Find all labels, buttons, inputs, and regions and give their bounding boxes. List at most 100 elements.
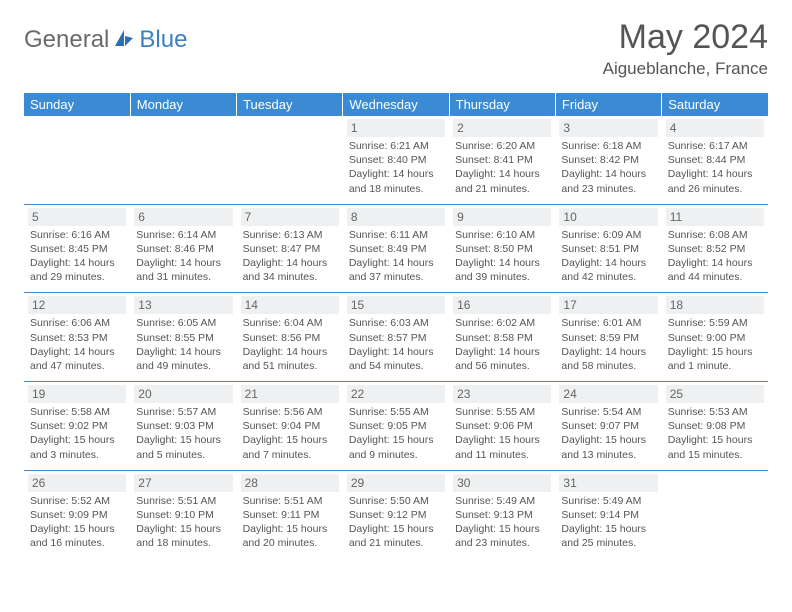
day-details: Sunrise: 5:49 AMSunset: 9:13 PMDaylight:… bbox=[453, 494, 551, 551]
day-details: Sunrise: 6:03 AMSunset: 8:57 PMDaylight:… bbox=[347, 316, 445, 373]
calendar-cell: 8 Sunrise: 6:11 AMSunset: 8:49 PMDaylight… bbox=[343, 204, 449, 293]
day-details: Sunrise: 6:09 AMSunset: 8:51 PMDaylight:… bbox=[559, 228, 657, 285]
day-details: Sunrise: 6:18 AMSunset: 8:42 PMDaylight:… bbox=[559, 139, 657, 196]
day-number: 13 bbox=[134, 296, 232, 314]
brand-part1: General bbox=[24, 26, 109, 54]
calendar-cell: 7 Sunrise: 6:13 AMSunset: 8:47 PMDaylight… bbox=[237, 204, 343, 293]
calendar-cell: 11 Sunrise: 6:08 AMSunset: 8:52 PMDayligh… bbox=[662, 204, 768, 293]
brand-part2: Blue bbox=[139, 26, 187, 54]
calendar-cell: 10 Sunrise: 6:09 AMSunset: 8:51 PMDayligh… bbox=[555, 204, 661, 293]
day-details: Sunrise: 6:08 AMSunset: 8:52 PMDaylight:… bbox=[666, 228, 764, 285]
calendar-cell bbox=[130, 116, 236, 204]
page-header: General Blue May 2024 Aigueblanche, Fran… bbox=[24, 18, 768, 87]
day-number: 29 bbox=[347, 474, 445, 492]
calendar-cell: 24Sunrise: 5:54 AMSunset: 9:07 PMDayligh… bbox=[555, 382, 661, 471]
day-header: Friday bbox=[555, 93, 661, 116]
day-number: 27 bbox=[134, 474, 232, 492]
day-details: Sunrise: 5:49 AMSunset: 9:14 PMDaylight:… bbox=[559, 494, 657, 551]
day-number: 7 bbox=[241, 208, 339, 226]
day-number: 31 bbox=[559, 474, 657, 492]
day-details: Sunrise: 5:56 AMSunset: 9:04 PMDaylight:… bbox=[241, 405, 339, 462]
day-details: Sunrise: 6:01 AMSunset: 8:59 PMDaylight:… bbox=[559, 316, 657, 373]
calendar-cell: 28Sunrise: 5:51 AMSunset: 9:11 PMDayligh… bbox=[237, 470, 343, 558]
day-details: Sunrise: 6:21 AMSunset: 8:40 PMDaylight:… bbox=[347, 139, 445, 196]
day-header: Sunday bbox=[24, 93, 130, 116]
location: Aigueblanche, France bbox=[603, 59, 768, 79]
day-number: 23 bbox=[453, 385, 551, 403]
calendar-cell: 25 Sunrise: 5:53 AMSunset: 9:08 PMDayligh… bbox=[662, 382, 768, 471]
calendar-cell: 20Sunrise: 5:57 AMSunset: 9:03 PMDayligh… bbox=[130, 382, 236, 471]
day-details: Sunrise: 5:55 AMSunset: 9:06 PMDaylight:… bbox=[453, 405, 551, 462]
day-details: Sunrise: 6:14 AMSunset: 8:46 PMDaylight:… bbox=[134, 228, 232, 285]
day-number: 15 bbox=[347, 296, 445, 314]
calendar-cell: 29 Sunrise: 5:50 AMSunset: 9:12 PMDayligh… bbox=[343, 470, 449, 558]
calendar-cell: 5Sunrise: 6:16 AMSunset: 8:45 PMDaylight… bbox=[24, 204, 130, 293]
day-number: 11 bbox=[666, 208, 764, 226]
calendar-cell: 4Sunrise: 6:17 AMSunset: 8:44 PMDaylight… bbox=[662, 116, 768, 204]
day-details: Sunrise: 5:52 AMSunset: 9:09 PMDaylight:… bbox=[28, 494, 126, 551]
day-details: Sunrise: 5:55 AMSunset: 9:05 PMDaylight:… bbox=[347, 405, 445, 462]
day-details: Sunrise: 6:11 AMSunset: 8:49 PMDaylight:… bbox=[347, 228, 445, 285]
day-number: 22 bbox=[347, 385, 445, 403]
sail-icon bbox=[113, 28, 135, 53]
day-number: 3 bbox=[559, 119, 657, 137]
day-details: Sunrise: 6:06 AMSunset: 8:53 PMDaylight:… bbox=[28, 316, 126, 373]
day-details: Sunrise: 5:53 AMSunset: 9:08 PMDaylight:… bbox=[666, 405, 764, 462]
day-header-row: Sunday Monday Tuesday Wednesday Thursday… bbox=[24, 93, 768, 116]
day-number: 16 bbox=[453, 296, 551, 314]
calendar-cell: 22 Sunrise: 5:55 AMSunset: 9:05 PMDayligh… bbox=[343, 382, 449, 471]
calendar-row: 5Sunrise: 6:16 AMSunset: 8:45 PMDaylight… bbox=[24, 204, 768, 293]
calendar-cell: 23 Sunrise: 5:55 AMSunset: 9:06 PMDayligh… bbox=[449, 382, 555, 471]
calendar-cell: 15 Sunrise: 6:03 AMSunset: 8:57 PMDayligh… bbox=[343, 293, 449, 382]
calendar-cell: 13Sunrise: 6:05 AMSunset: 8:55 PMDayligh… bbox=[130, 293, 236, 382]
day-number: 9 bbox=[453, 208, 551, 226]
day-number: 1 bbox=[347, 119, 445, 137]
day-header: Wednesday bbox=[343, 93, 449, 116]
calendar-cell bbox=[237, 116, 343, 204]
day-details: Sunrise: 5:58 AMSunset: 9:02 PMDaylight:… bbox=[28, 405, 126, 462]
day-header: Monday bbox=[130, 93, 236, 116]
calendar-row: 26 Sunrise: 5:52 AMSunset: 9:09 PMDayligh… bbox=[24, 470, 768, 558]
day-number: 25 bbox=[666, 385, 764, 403]
day-details: Sunrise: 5:50 AMSunset: 9:12 PMDaylight:… bbox=[347, 494, 445, 551]
day-number: 18 bbox=[666, 296, 764, 314]
day-header: Thursday bbox=[449, 93, 555, 116]
day-details: Sunrise: 6:13 AMSunset: 8:47 PMDaylight:… bbox=[241, 228, 339, 285]
calendar-cell: 26 Sunrise: 5:52 AMSunset: 9:09 PMDayligh… bbox=[24, 470, 130, 558]
calendar-cell: 2Sunrise: 6:20 AMSunset: 8:41 PMDaylight… bbox=[449, 116, 555, 204]
day-number: 10 bbox=[559, 208, 657, 226]
calendar-row: 12Sunrise: 6:06 AMSunset: 8:53 PMDayligh… bbox=[24, 293, 768, 382]
day-number: 26 bbox=[28, 474, 126, 492]
day-details: Sunrise: 6:17 AMSunset: 8:44 PMDaylight:… bbox=[666, 139, 764, 196]
day-number: 17 bbox=[559, 296, 657, 314]
calendar-cell: 6Sunrise: 6:14 AMSunset: 8:46 PMDaylight… bbox=[130, 204, 236, 293]
calendar-cell: 14 Sunrise: 6:04 AMSunset: 8:56 PMDayligh… bbox=[237, 293, 343, 382]
calendar-cell: 19 Sunrise: 5:58 AMSunset: 9:02 PMDayligh… bbox=[24, 382, 130, 471]
day-number: 14 bbox=[241, 296, 339, 314]
day-details: Sunrise: 6:20 AMSunset: 8:41 PMDaylight:… bbox=[453, 139, 551, 196]
day-number: 30 bbox=[453, 474, 551, 492]
day-number: 21 bbox=[241, 385, 339, 403]
brand-logo: General Blue bbox=[24, 18, 187, 54]
day-details: Sunrise: 5:51 AMSunset: 9:11 PMDaylight:… bbox=[241, 494, 339, 551]
calendar-cell: 16Sunrise: 6:02 AMSunset: 8:58 PMDayligh… bbox=[449, 293, 555, 382]
calendar-cell: 17 Sunrise: 6:01 AMSunset: 8:59 PMDayligh… bbox=[555, 293, 661, 382]
day-details: Sunrise: 6:10 AMSunset: 8:50 PMDaylight:… bbox=[453, 228, 551, 285]
calendar-cell: 27Sunrise: 5:51 AMSunset: 9:10 PMDayligh… bbox=[130, 470, 236, 558]
day-number: 20 bbox=[134, 385, 232, 403]
day-header: Saturday bbox=[662, 93, 768, 116]
calendar-cell: 9 Sunrise: 6:10 AMSunset: 8:50 PMDaylight… bbox=[449, 204, 555, 293]
calendar-cell: 1 Sunrise: 6:21 AMSunset: 8:40 PMDaylight… bbox=[343, 116, 449, 204]
calendar-cell: 30 Sunrise: 5:49 AMSunset: 9:13 PMDayligh… bbox=[449, 470, 555, 558]
day-number: 8 bbox=[347, 208, 445, 226]
day-number: 24 bbox=[559, 385, 657, 403]
title-block: May 2024 Aigueblanche, France bbox=[603, 18, 768, 79]
day-number: 19 bbox=[28, 385, 126, 403]
calendar-cell: 31 Sunrise: 5:49 AMSunset: 9:14 PMDayligh… bbox=[555, 470, 661, 558]
day-details: Sunrise: 6:04 AMSunset: 8:56 PMDaylight:… bbox=[241, 316, 339, 373]
calendar-table: Sunday Monday Tuesday Wednesday Thursday… bbox=[24, 93, 768, 558]
calendar-cell: 21 Sunrise: 5:56 AMSunset: 9:04 PMDayligh… bbox=[237, 382, 343, 471]
calendar-cell bbox=[24, 116, 130, 204]
calendar-row: 19 Sunrise: 5:58 AMSunset: 9:02 PMDayligh… bbox=[24, 382, 768, 471]
day-details: Sunrise: 5:59 AMSunset: 9:00 PMDaylight:… bbox=[666, 316, 764, 373]
